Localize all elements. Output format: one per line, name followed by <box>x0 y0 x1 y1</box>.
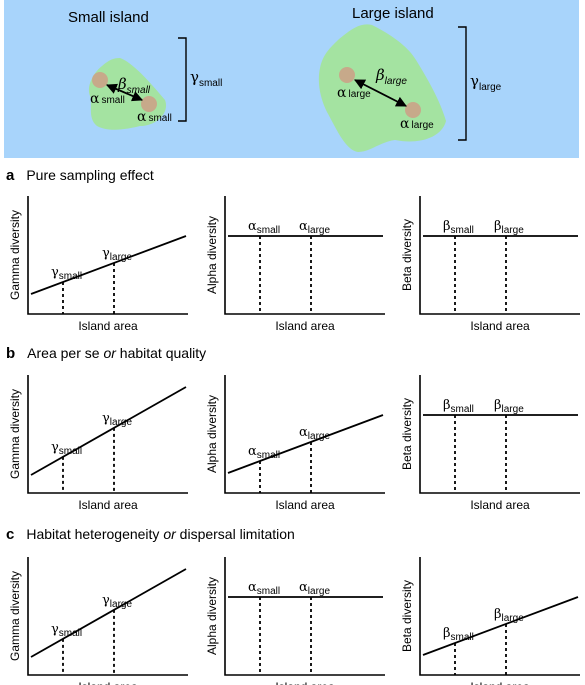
trend-line <box>30 568 187 658</box>
large-island: Large island βlarge α large α large γlarge <box>318 5 502 152</box>
marker-label-large: αlarge <box>299 580 330 597</box>
panel-c-3: Beta diversity Island area βsmall βlarge <box>400 557 580 685</box>
panel-b-2: Alpha diversity Island area αsmall αlarge <box>205 375 385 512</box>
panel-a-2: Alpha diversity Island area αsmall αlarge <box>205 196 385 333</box>
panel-a-1: Gamma diversity Island area γsmall γlarge <box>8 196 188 333</box>
small-site-2 <box>141 96 157 112</box>
small-gamma-label: γsmall <box>190 68 222 89</box>
small-alpha-label-2: α small <box>137 109 172 125</box>
y-axis-label: Beta diversity <box>400 580 414 652</box>
x-axis-label: Island area <box>275 680 335 685</box>
large-site-1 <box>339 67 355 83</box>
x-axis-label: Island area <box>275 498 335 512</box>
marker-label-large: αlarge <box>299 219 330 236</box>
marker-label-large: βlarge <box>494 607 524 624</box>
marker-label-small: βsmall <box>443 626 474 643</box>
axes <box>224 375 385 494</box>
marker-label-large: γlarge <box>102 593 132 610</box>
marker-label-small: γsmall <box>51 440 82 457</box>
y-axis-label: Beta diversity <box>400 398 414 470</box>
section-a-heading: a Pure sampling effect <box>6 167 154 184</box>
marker-label-large: βlarge <box>494 398 524 415</box>
large-gamma-bracket <box>458 26 467 141</box>
x-axis-label: Island area <box>470 498 530 512</box>
small-island-title: Small island <box>68 9 149 26</box>
marker-label-small: αsmall <box>248 444 280 461</box>
marker-label-large: αlarge <box>299 425 330 442</box>
y-axis-label: Gamma diversity <box>8 389 22 479</box>
marker-label-small: αsmall <box>248 219 280 236</box>
axes <box>419 375 580 494</box>
section-b-heading: b Area per se or habitat quality <box>6 345 206 362</box>
x-axis-label: Island area <box>275 319 335 333</box>
axes <box>224 196 385 315</box>
large-site-2 <box>405 102 421 118</box>
x-axis-label: Island area <box>470 680 530 685</box>
x-axis-label: Island area <box>78 498 138 512</box>
small-beta-label: βsmall <box>117 75 151 96</box>
small-island: Small island βsmall α small α small γsmall <box>68 9 222 130</box>
x-axis-label: Island area <box>78 319 138 333</box>
marker-label-small: βsmall <box>443 219 474 236</box>
y-axis-label: Alpha diversity <box>205 216 219 294</box>
marker-label-large: γlarge <box>102 411 132 428</box>
small-alpha-label-1: α small <box>90 91 125 107</box>
section-c-heading: c Habitat heterogeneity or dispersal limi… <box>6 526 295 543</box>
plot-panels: Gamma diversity Island area γsmall γlarge Al… <box>8 196 580 685</box>
marker-label-large: γlarge <box>102 246 132 263</box>
y-axis-label: Beta diversity <box>400 219 414 291</box>
marker-label-small: αsmall <box>248 580 280 597</box>
island-illustration: Small island βsmall α small α small γsmall… <box>4 0 579 158</box>
x-axis-label: Island area <box>470 319 530 333</box>
trend-line <box>422 596 579 656</box>
axes <box>27 375 188 494</box>
small-beta-arrow <box>106 83 143 102</box>
panel-c-2: Alpha diversity Island area αsmall αlarge <box>205 557 385 685</box>
x-axis-label: Island area <box>78 680 138 685</box>
axes <box>224 557 385 676</box>
panel-a-3: Beta diversity Island area βsmall βlarge <box>400 196 580 333</box>
axes <box>27 196 188 315</box>
small-site-1 <box>92 72 108 88</box>
trend-line <box>227 414 384 474</box>
axes <box>27 557 188 676</box>
marker-label-small: βsmall <box>443 398 474 415</box>
large-alpha-label-1: α large <box>337 85 371 101</box>
y-axis-label: Alpha diversity <box>205 395 219 473</box>
axes <box>419 196 580 315</box>
large-beta-label: βlarge <box>375 66 407 87</box>
panel-b-1: Gamma diversity Island area γsmall γlarge <box>8 375 188 512</box>
trend-line <box>30 235 187 295</box>
marker-label-large: βlarge <box>494 219 524 236</box>
marker-label-small: γsmall <box>51 265 82 282</box>
marker-label-small: γsmall <box>51 622 82 639</box>
large-alpha-label-2: α large <box>400 116 434 132</box>
large-gamma-label: γlarge <box>470 72 502 93</box>
trend-line <box>30 386 187 476</box>
large-beta-arrow <box>354 79 407 107</box>
y-axis-label: Alpha diversity <box>205 577 219 655</box>
panel-b-3: Beta diversity Island area βsmall βlarge <box>400 375 580 512</box>
y-axis-label: Gamma diversity <box>8 571 22 661</box>
small-gamma-bracket <box>178 37 187 122</box>
panel-c-1: Gamma diversity Island area γsmall γlarge <box>8 557 188 685</box>
axes <box>419 557 580 676</box>
large-island-title: Large island <box>352 5 434 22</box>
y-axis-label: Gamma diversity <box>8 210 22 300</box>
